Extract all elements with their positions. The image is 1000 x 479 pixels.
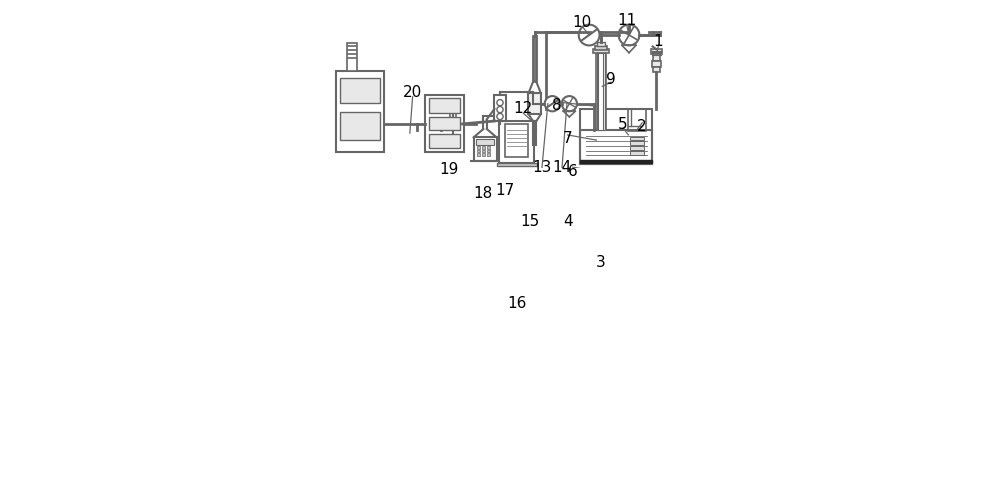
Bar bbox=[528, 93, 541, 114]
Bar bbox=[482, 147, 485, 149]
Bar bbox=[580, 130, 652, 164]
Bar bbox=[653, 67, 660, 72]
Bar bbox=[653, 54, 660, 61]
Circle shape bbox=[497, 106, 503, 113]
Bar bbox=[497, 163, 537, 166]
Bar bbox=[477, 147, 480, 149]
Bar bbox=[340, 113, 380, 140]
Bar bbox=[347, 43, 357, 71]
Text: 2: 2 bbox=[637, 119, 647, 134]
Text: 11: 11 bbox=[617, 13, 636, 28]
Text: 20: 20 bbox=[403, 85, 422, 100]
Text: 13: 13 bbox=[532, 160, 551, 175]
Text: 14: 14 bbox=[552, 160, 571, 175]
Bar bbox=[598, 53, 603, 130]
Circle shape bbox=[545, 96, 560, 111]
Bar bbox=[580, 160, 652, 163]
Text: 17: 17 bbox=[495, 183, 514, 198]
Bar bbox=[505, 125, 528, 158]
Bar bbox=[597, 42, 605, 46]
Text: 1: 1 bbox=[654, 34, 663, 49]
Bar bbox=[474, 137, 497, 161]
Text: 4: 4 bbox=[563, 214, 572, 229]
Text: 10: 10 bbox=[573, 15, 592, 30]
Bar bbox=[482, 150, 485, 152]
Bar bbox=[450, 109, 456, 130]
Bar bbox=[336, 71, 384, 152]
Bar bbox=[487, 153, 490, 156]
Text: 9: 9 bbox=[606, 72, 616, 87]
Bar bbox=[494, 95, 506, 121]
Bar bbox=[597, 53, 605, 130]
Bar bbox=[477, 153, 480, 156]
Bar bbox=[340, 79, 380, 103]
Bar bbox=[630, 151, 644, 155]
Bar bbox=[499, 121, 534, 163]
Bar bbox=[429, 98, 460, 114]
Circle shape bbox=[497, 114, 503, 120]
Bar bbox=[596, 53, 606, 130]
Text: 7: 7 bbox=[563, 131, 572, 146]
Circle shape bbox=[619, 24, 639, 46]
Text: 3: 3 bbox=[596, 255, 605, 270]
Bar bbox=[595, 46, 607, 50]
Text: 18: 18 bbox=[473, 186, 492, 201]
Bar bbox=[476, 139, 494, 145]
Bar bbox=[630, 147, 644, 150]
Text: 19: 19 bbox=[439, 162, 459, 177]
Text: 8: 8 bbox=[552, 98, 562, 113]
Text: 16: 16 bbox=[507, 297, 526, 311]
Bar bbox=[628, 109, 646, 131]
Circle shape bbox=[579, 24, 600, 46]
Bar bbox=[593, 49, 609, 53]
Bar bbox=[487, 147, 490, 149]
Circle shape bbox=[562, 96, 577, 111]
Bar bbox=[425, 95, 464, 152]
Bar bbox=[651, 49, 662, 54]
Bar bbox=[487, 150, 490, 152]
Text: 5: 5 bbox=[618, 117, 628, 132]
Bar bbox=[429, 134, 460, 148]
Circle shape bbox=[497, 100, 503, 106]
Bar bbox=[630, 137, 644, 140]
Text: 15: 15 bbox=[520, 214, 539, 229]
Bar bbox=[429, 116, 460, 130]
Bar bbox=[652, 61, 661, 67]
Bar bbox=[482, 153, 485, 156]
Bar bbox=[630, 141, 644, 145]
Text: 6: 6 bbox=[568, 164, 578, 179]
Bar bbox=[477, 150, 480, 152]
Bar bbox=[580, 109, 652, 164]
Text: 12: 12 bbox=[514, 102, 533, 116]
